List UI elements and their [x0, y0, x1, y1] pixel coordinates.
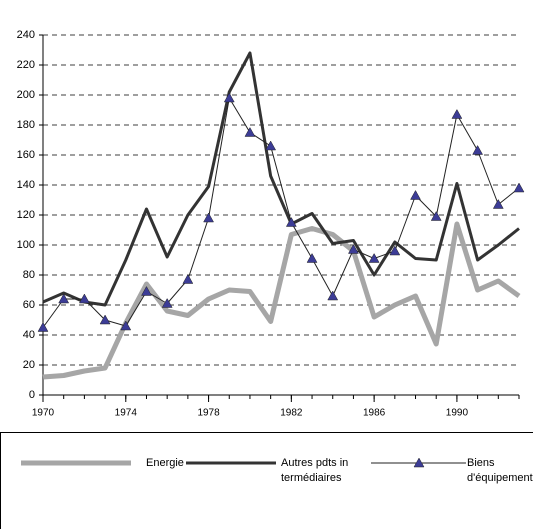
marker: [451, 108, 463, 119]
marker: [203, 212, 214, 223]
legend-label: Autres pdts intermédiaires: [281, 457, 349, 484]
marker: [182, 273, 194, 284]
marker: [348, 243, 359, 254]
legend-swatches: [21, 457, 466, 468]
y-tick-label: 100: [17, 239, 35, 251]
marker: [472, 144, 484, 155]
marker: [58, 293, 70, 304]
y-tick-label: 0: [29, 389, 35, 401]
marker: [265, 140, 277, 151]
y-tick-label: 80: [23, 269, 35, 281]
series-line: [42, 221, 521, 380]
x-tick-label: 1974: [115, 408, 138, 419]
x-tick-label: 1978: [197, 408, 220, 419]
marker: [492, 198, 504, 209]
chart: 0 20 40 60 80 100 120 140 160 180 200 220 240 1970 197…: [17, 29, 525, 419]
marker: [368, 252, 380, 263]
marker: [120, 320, 132, 331]
marker: [285, 216, 297, 227]
x-tick-label: 1986: [363, 408, 386, 419]
marker: [141, 285, 152, 296]
y-tick-label: 200: [17, 89, 35, 101]
marker: [410, 189, 421, 200]
series-line: [42, 97, 520, 328]
marker: [223, 92, 235, 103]
marker: [327, 290, 339, 301]
legend-label: Biens d'équipement: [467, 457, 533, 484]
y-tick-label: 60: [23, 299, 35, 311]
marker: [513, 182, 525, 193]
x-tick-label: 1990: [446, 408, 469, 419]
marker: [244, 126, 256, 137]
marker: [161, 297, 173, 308]
y-tick-label: 160: [17, 149, 35, 161]
y-tick-label: 120: [17, 209, 35, 221]
y-tick-label: 40: [23, 329, 35, 341]
marker: [99, 314, 111, 325]
series-line: [42, 51, 520, 307]
legend: Energie Autres pdts intermédiaires Biens…: [0, 432, 533, 529]
marker: [389, 245, 401, 256]
y-tick-label: 140: [17, 179, 35, 191]
y-tick-label: 180: [17, 119, 35, 131]
legend-marker: [413, 457, 425, 468]
legend-label: Energie: [146, 457, 184, 469]
marker: [37, 321, 49, 332]
marker: [78, 293, 90, 304]
y-tick-label: 20: [23, 359, 35, 371]
y-tick-label: 240: [17, 29, 35, 41]
marker: [430, 210, 442, 221]
x-tick-label: 1970: [32, 408, 55, 419]
marker: [306, 252, 318, 263]
x-tick-label: 1982: [280, 408, 303, 419]
y-tick-label: 220: [17, 59, 35, 71]
